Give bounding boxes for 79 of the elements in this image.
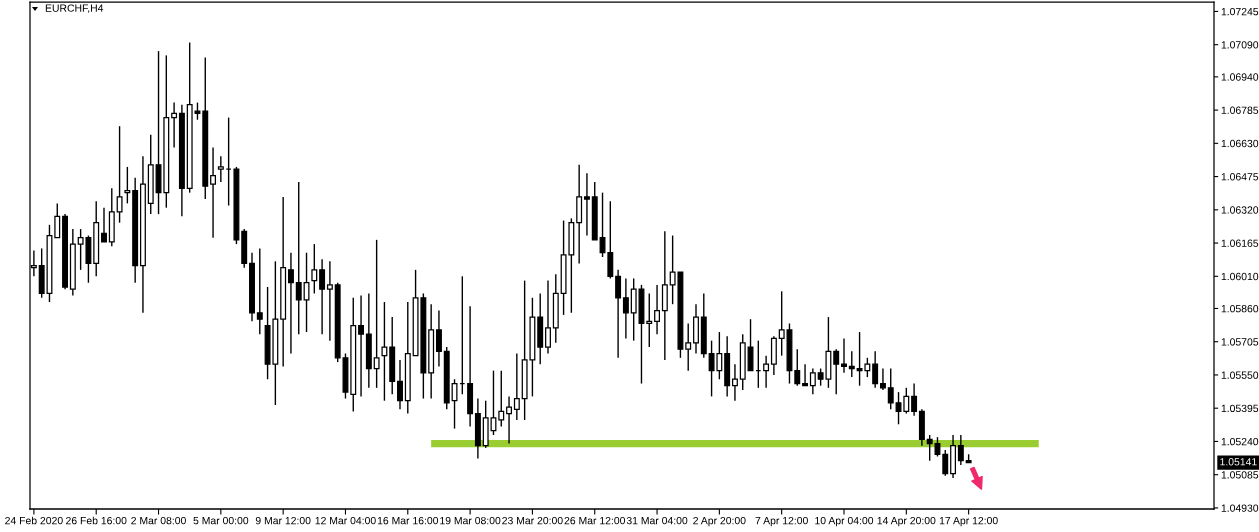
x-tick-label: 31 Mar 04:00: [626, 516, 688, 525]
candlestick: [217, 155, 224, 183]
x-tick-label: 23 Mar 20:00: [502, 516, 563, 525]
candlestick: [763, 354, 770, 389]
candlestick: [794, 348, 801, 387]
y-tick-label: 1.05240: [1221, 437, 1259, 446]
x-tick-label: 2 Mar 08:00: [131, 516, 186, 525]
x-tick-label: 7 Apr 12:00: [755, 516, 808, 527]
candlestick: [731, 363, 738, 402]
candlestick: [848, 350, 855, 378]
candlestick: [101, 206, 107, 243]
y-tick-label: 1.05550: [1221, 371, 1259, 379]
y-tick-label: 1.06940: [1221, 73, 1259, 81]
x-tick-label: 2 Apr 20:00: [693, 516, 746, 527]
y-tick-label: 1.06010: [1221, 272, 1259, 281]
y-tick-label: 1.04930: [1221, 504, 1259, 512]
candlestick: [957, 434, 964, 466]
candlestick: [451, 378, 458, 430]
candlestick: [879, 367, 886, 391]
candlestick: [872, 350, 879, 389]
x-tick-label: 16 Mar 16:00: [377, 516, 439, 525]
candlestick: [841, 337, 847, 374]
candlestick: [358, 294, 365, 398]
candlestick: [615, 269, 622, 359]
text: 1.05141: [1220, 458, 1257, 466]
candlestick: [435, 309, 442, 368]
x-tick-label: 12 Mar 04:00: [315, 516, 376, 525]
candlestick: [256, 247, 263, 335]
candlestick: [506, 395, 513, 445]
candlestick: [747, 318, 754, 372]
candlestick: [303, 252, 310, 333]
y-tick-label: 1.05395: [1221, 404, 1259, 413]
candlestick: [513, 352, 520, 421]
x-tick-label: 24 Feb 2020: [5, 516, 63, 525]
y-tick-label: 1.06475: [1221, 173, 1259, 181]
y-tick-label: 1.05860: [1221, 304, 1259, 313]
candlestick: [287, 252, 294, 355]
candlestick: [654, 284, 661, 335]
candlestick: [545, 279, 551, 355]
x-tick-label: 9 Mar 12:00: [255, 516, 311, 525]
candlestick: [326, 260, 333, 342]
candlestick: [809, 367, 816, 395]
candlestick: [498, 369, 505, 428]
candlestick: [583, 172, 590, 237]
x-tick-label: 19 Mar 08:00: [440, 516, 501, 525]
y-tick-label: 1.07245: [1221, 7, 1259, 16]
candlestick: [210, 146, 217, 239]
x-tick-label: 5 Mar 00:00: [193, 516, 249, 525]
candlestick: [311, 243, 318, 295]
chart-title: EURCHF,H4: [45, 4, 104, 14]
x-tick-label: 17 Apr 12:00: [939, 516, 998, 527]
x-tick-label: 10 Apr 04:00: [815, 516, 874, 527]
candlestick: [802, 363, 809, 387]
candlestick: [381, 301, 388, 402]
y-tick-label: 1.05085: [1221, 471, 1259, 479]
candlestick: [319, 258, 326, 335]
candlestick: [622, 277, 629, 340]
candlestick: [646, 292, 653, 348]
candlestick: [116, 125, 123, 224]
candlestick: [171, 101, 178, 149]
candlestick: [124, 166, 131, 205]
candlestick: [685, 322, 692, 372]
x-tick-label: 26 Mar 12:00: [564, 516, 626, 525]
y-tick-label: 1.06320: [1221, 206, 1259, 214]
y-tick-label: 1.05705: [1221, 338, 1259, 346]
y-tick-label: 1.06630: [1221, 139, 1259, 148]
x-tick-label: 14 Apr 20:00: [877, 516, 936, 527]
y-tick-label: 1.07090: [1221, 41, 1259, 49]
candlestick: [887, 367, 894, 410]
x-tick-label: 26 Feb 16:00: [66, 516, 127, 525]
y-tick-label: 1.06785: [1221, 106, 1259, 114]
candlestick: [373, 239, 380, 389]
candlestick: [295, 181, 302, 335]
candlestick: [397, 359, 403, 410]
candlestick: [833, 348, 840, 395]
candlestick: [54, 202, 61, 239]
candlestick: [942, 449, 949, 477]
y-tick-label: 1.06165: [1221, 239, 1259, 247]
candlestick: [911, 382, 918, 417]
